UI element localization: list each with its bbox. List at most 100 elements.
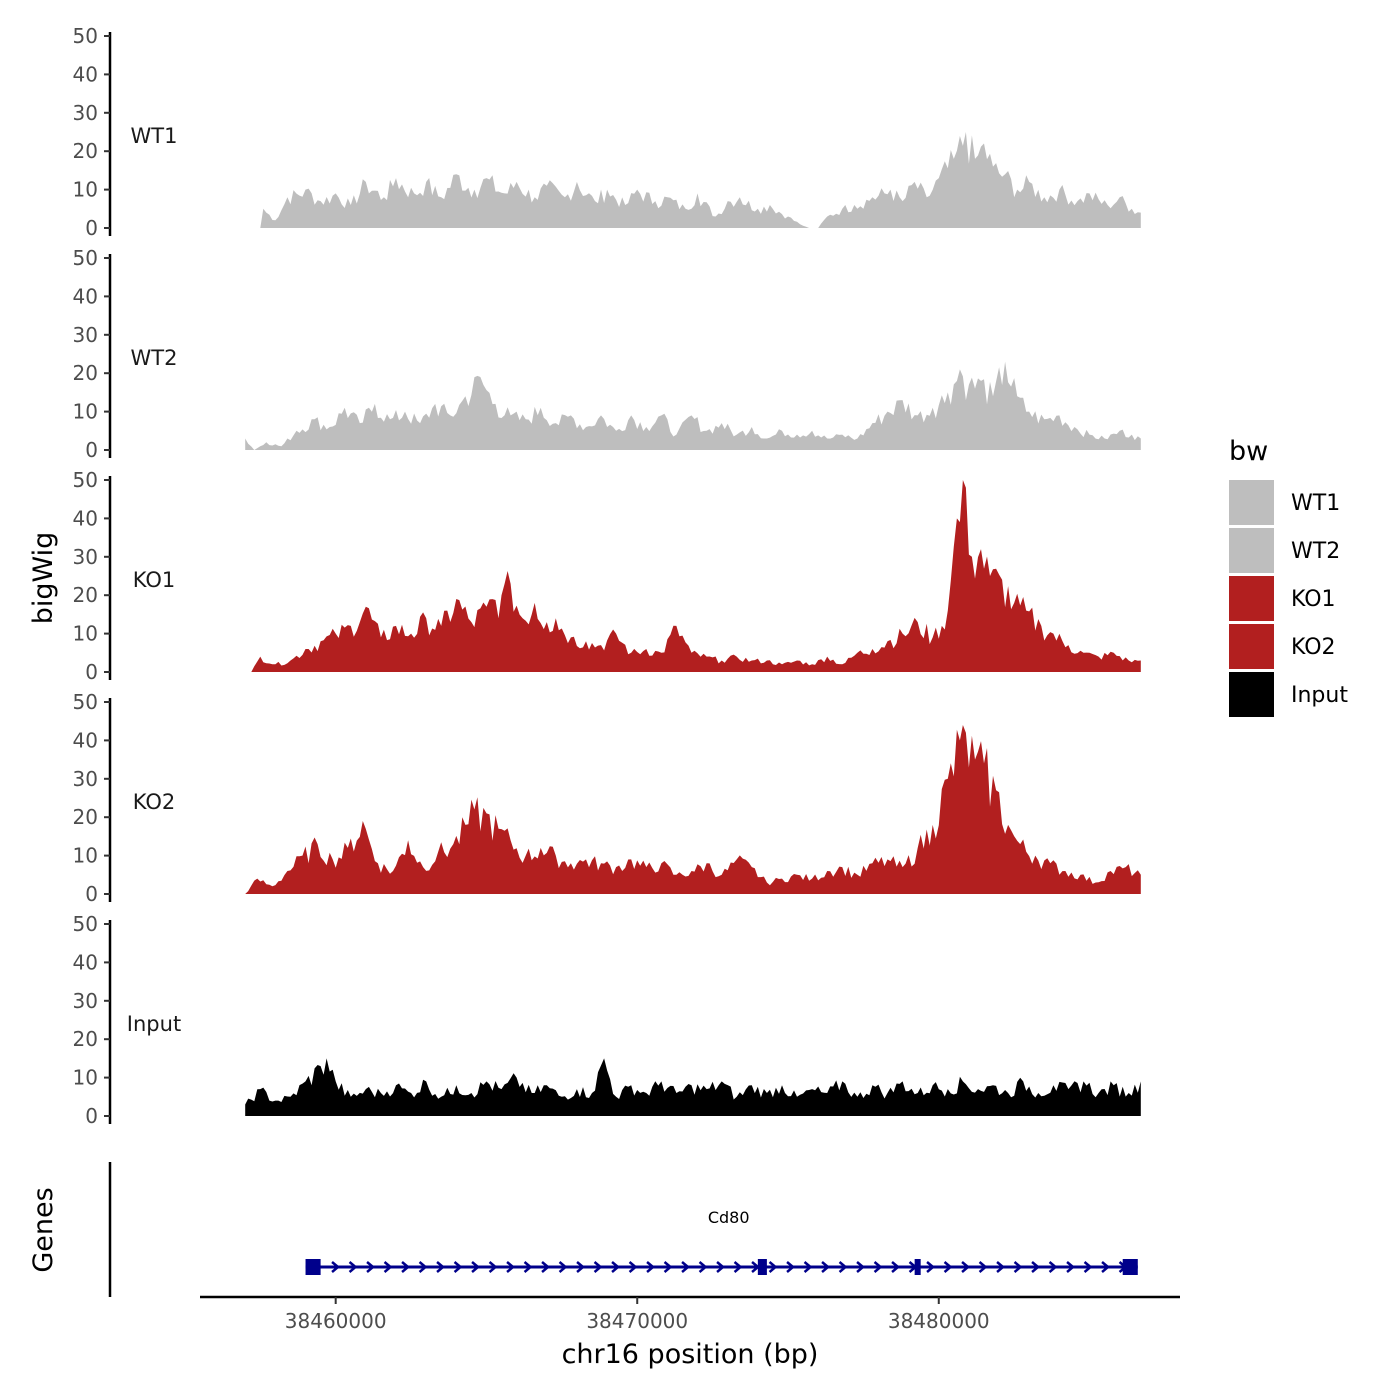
- y-tick-label: 0: [85, 438, 98, 462]
- x-axis-title: chr16 position (bp): [562, 1339, 819, 1370]
- y-tick-label: 40: [73, 950, 98, 974]
- strand-arrow: [488, 1261, 498, 1273]
- y-axis-title: bigWig: [28, 532, 59, 625]
- strand-arrow: [926, 1261, 935, 1273]
- coverage-area-input: [245, 1058, 1141, 1116]
- track-ko2: 0 10 20 30 40 50 KO2: [73, 690, 1141, 906]
- strand-arrow: [1048, 1261, 1058, 1273]
- y-tick-label: 40: [73, 728, 98, 752]
- legend: bw WT1 WT2 KO1 KO2 Input: [1229, 436, 1348, 717]
- strand-arrow: [453, 1261, 463, 1273]
- y-tick-label: 40: [73, 62, 98, 86]
- strand-arrow: [891, 1261, 900, 1273]
- strand-arrow: [698, 1261, 708, 1273]
- x-tick-label: 38460000: [285, 1309, 387, 1333]
- y-tick-label: 30: [73, 323, 98, 347]
- y-tick-label: 0: [85, 1104, 98, 1128]
- y-tick-label: 50: [73, 912, 98, 936]
- y-tick-label: 20: [73, 583, 98, 607]
- y-tick-label: 20: [73, 139, 98, 163]
- y-tick-label: 30: [73, 767, 98, 791]
- y-tick-label: 0: [85, 216, 98, 240]
- strand-arrow: [541, 1261, 550, 1273]
- strand-arrow: [943, 1261, 953, 1273]
- strand-arrow: [856, 1261, 865, 1273]
- legend-label-ko2: KO2: [1291, 635, 1336, 660]
- strand-arrow: [418, 1261, 428, 1273]
- y-tick-label: 40: [73, 284, 98, 308]
- coverage-area-wt2: [245, 361, 1141, 450]
- strand-arrow: [978, 1261, 988, 1273]
- y-tick-label: 0: [85, 882, 98, 906]
- y-tick-label: 20: [73, 1027, 98, 1051]
- exon: [1122, 1259, 1138, 1275]
- legend-label-wt1: WT1: [1291, 491, 1340, 516]
- strand-arrow: [838, 1261, 848, 1273]
- y-tick-label: 20: [73, 805, 98, 829]
- coverage-area-ko2: [245, 725, 1141, 894]
- exon: [757, 1259, 767, 1275]
- y-tick-label: 30: [73, 101, 98, 125]
- legend-label-input: Input: [1291, 683, 1348, 708]
- legend-swatch-wt2: [1229, 528, 1274, 573]
- track-label: KO2: [133, 790, 176, 814]
- y-tick-label: 10: [73, 844, 98, 868]
- track-input: 0 10 20 30 40 50 Input: [73, 912, 1141, 1128]
- strand-arrow: [576, 1261, 585, 1273]
- strand-arrow: [436, 1261, 445, 1273]
- y-tick-label: 30: [73, 989, 98, 1013]
- strand-arrow: [1031, 1261, 1040, 1273]
- strand-arrow: [523, 1261, 533, 1273]
- legend-swatch-wt1: [1229, 480, 1274, 525]
- strand-arrow: [821, 1261, 830, 1273]
- strand-arrow: [1066, 1261, 1075, 1273]
- exon: [914, 1259, 921, 1275]
- strand-arrow: [366, 1261, 375, 1273]
- strand-arrow: [961, 1261, 970, 1273]
- y-tick-label: 20: [73, 361, 98, 385]
- coverage-area-wt1: [260, 132, 1141, 228]
- gene-name-label: Cd80: [708, 1208, 750, 1227]
- track-wt2: 0 10 20 30 40 50 WT2: [73, 246, 1141, 462]
- strand-arrow: [471, 1261, 480, 1273]
- track-label: WT2: [131, 346, 178, 370]
- exon: [305, 1259, 321, 1275]
- y-tick-label: 10: [73, 622, 98, 646]
- track-label: WT1: [131, 124, 178, 148]
- y-tick-label: 10: [73, 1066, 98, 1090]
- y-tick-label: 50: [73, 246, 98, 270]
- strand-arrow: [628, 1261, 638, 1273]
- gene-track: Cd80: [108, 1162, 1138, 1297]
- strand-arrow: [1101, 1261, 1110, 1273]
- strand-arrow: [383, 1261, 393, 1273]
- y-tick-label: 50: [73, 24, 98, 48]
- track-label: Input: [127, 1012, 181, 1036]
- track-label: KO1: [133, 568, 176, 592]
- legend-swatch-ko2: [1229, 624, 1274, 669]
- strand-arrow: [681, 1261, 690, 1273]
- x-axis: 38460000 38470000 38480000: [200, 1295, 1180, 1333]
- strand-arrow: [768, 1261, 778, 1273]
- y-tick-label: 50: [73, 468, 98, 492]
- strand-arrow: [1013, 1261, 1023, 1273]
- legend-swatch-input: [1229, 672, 1274, 717]
- strand-arrow: [663, 1261, 673, 1273]
- y-tick-label: 50: [73, 690, 98, 714]
- strand-arrow: [646, 1261, 655, 1273]
- legend-label-ko1: KO1: [1291, 587, 1336, 612]
- strand-arrow: [401, 1261, 410, 1273]
- y-tick-label: 10: [73, 400, 98, 424]
- track-wt1: 0 10 20 30 40 50 WT1: [73, 24, 1141, 240]
- strand-arrow: [593, 1261, 603, 1273]
- legend-swatch-ko1: [1229, 576, 1274, 621]
- strand-arrow: [803, 1261, 813, 1273]
- tracks-layer: 0 10 20 30 40 50 WT1 0 10 20 30 40 50 WT2 0 10 20 30 40 50 K…: [73, 24, 1141, 1128]
- y-tick-label: 40: [73, 506, 98, 530]
- strand-arrow: [996, 1261, 1005, 1273]
- strand-arrow: [873, 1261, 883, 1273]
- strand-arrow: [506, 1261, 515, 1273]
- strand-arrow: [1083, 1261, 1093, 1273]
- strand-arrow: [611, 1261, 620, 1273]
- legend-title: bw: [1229, 436, 1268, 467]
